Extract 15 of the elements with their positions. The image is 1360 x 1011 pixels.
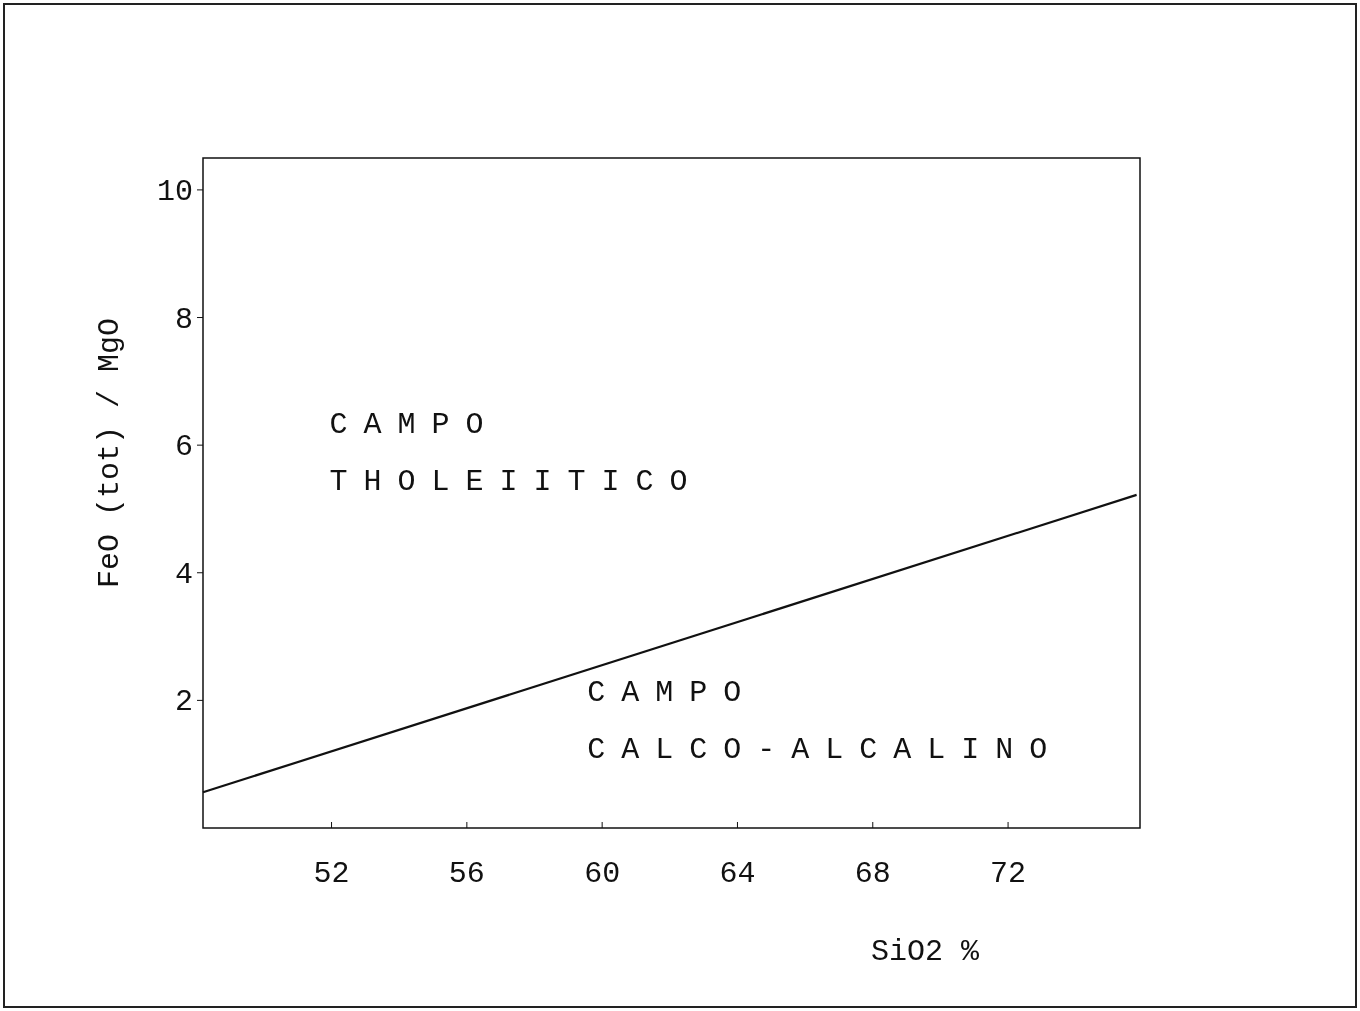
y-tick-label: 4 xyxy=(174,557,193,592)
x-axis-title: SiO2 % xyxy=(870,935,980,969)
y-tick-label: 10 xyxy=(156,174,193,209)
y-tick-label: 2 xyxy=(174,685,193,720)
y-tick-label: 8 xyxy=(174,302,193,337)
x-tick-label: 56 xyxy=(448,857,485,891)
annotation: CAMPO CALCO-ALCALINO xyxy=(587,675,1064,767)
x-tick-label: 52 xyxy=(313,857,350,891)
annotation: CAMPO THOLEIITICO xyxy=(329,407,704,499)
y-tick-label: 6 xyxy=(174,430,193,465)
x-tick-label: 64 xyxy=(719,857,756,891)
x-tick-label: 72 xyxy=(990,857,1027,891)
x-tick-label: 68 xyxy=(854,857,891,891)
x-tick-label: 60 xyxy=(584,857,621,891)
y-axis-title: FeO (tot) / MgO xyxy=(93,317,127,589)
